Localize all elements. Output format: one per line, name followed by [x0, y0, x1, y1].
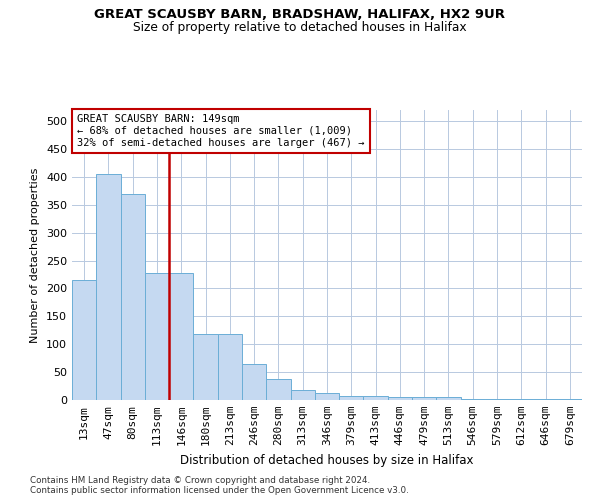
- Bar: [96, 174, 121, 400]
- Bar: [242, 364, 266, 400]
- Bar: [412, 396, 436, 400]
- X-axis label: Distribution of detached houses by size in Halifax: Distribution of detached houses by size …: [180, 454, 474, 466]
- Bar: [436, 396, 461, 400]
- Text: GREAT SCAUSBY BARN: 149sqm
← 68% of detached houses are smaller (1,009)
32% of s: GREAT SCAUSBY BARN: 149sqm ← 68% of deta…: [77, 114, 365, 148]
- Bar: [169, 273, 193, 400]
- Bar: [388, 396, 412, 400]
- Bar: [364, 396, 388, 400]
- Bar: [339, 396, 364, 400]
- Y-axis label: Number of detached properties: Number of detached properties: [31, 168, 40, 342]
- Bar: [145, 273, 169, 400]
- Text: GREAT SCAUSBY BARN, BRADSHAW, HALIFAX, HX2 9UR: GREAT SCAUSBY BARN, BRADSHAW, HALIFAX, H…: [95, 8, 505, 20]
- Bar: [121, 194, 145, 400]
- Bar: [218, 334, 242, 400]
- Bar: [315, 393, 339, 400]
- Bar: [266, 379, 290, 400]
- Bar: [193, 334, 218, 400]
- Bar: [290, 390, 315, 400]
- Text: Size of property relative to detached houses in Halifax: Size of property relative to detached ho…: [133, 21, 467, 34]
- Text: Contains HM Land Registry data © Crown copyright and database right 2024.
Contai: Contains HM Land Registry data © Crown c…: [30, 476, 409, 495]
- Bar: [72, 280, 96, 400]
